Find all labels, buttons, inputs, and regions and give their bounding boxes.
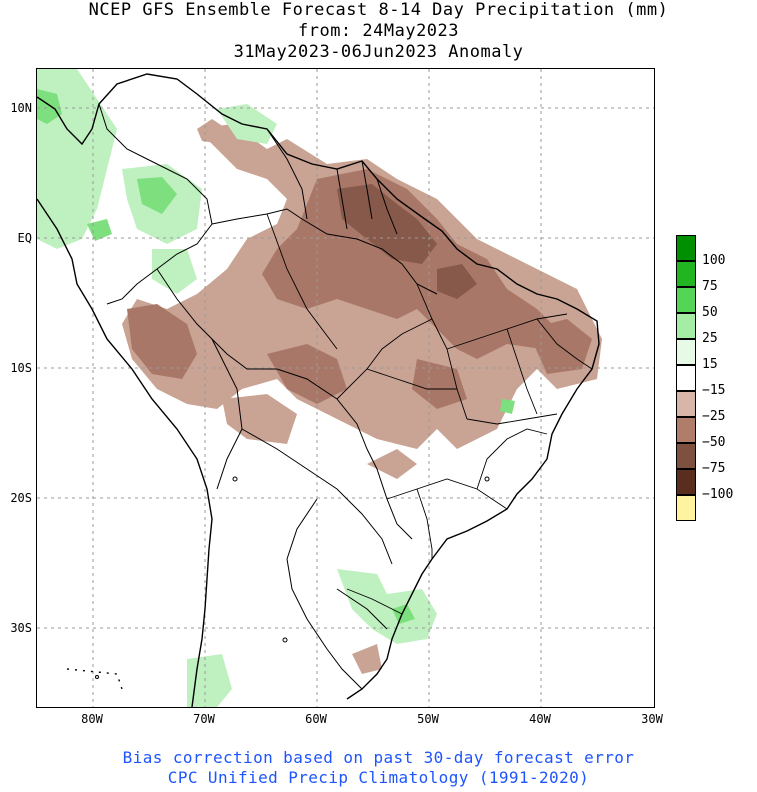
legend-swatch: [676, 469, 696, 495]
legend-label: −25: [702, 409, 726, 424]
lat-label-20s: 20S: [10, 491, 32, 505]
small-features: [95, 476, 490, 679]
lon-label-60w: 60W: [305, 712, 327, 726]
country-borders: [98, 103, 438, 690]
lon-label-40w: 40W: [529, 712, 551, 726]
lat-label-eq: EQ: [17, 231, 32, 245]
map-area: [36, 68, 655, 708]
legend-swatch: [676, 391, 696, 417]
legend-label: 50: [702, 305, 718, 320]
legend-label: 25: [702, 331, 718, 346]
state-borders: [266, 213, 593, 615]
footer-climatology-note: CPC Unified Precip Climatology (1991-202…: [167, 768, 590, 787]
legend-swatch: [676, 495, 696, 521]
legend-swatch: [676, 287, 696, 313]
legend-swatch: [676, 339, 696, 365]
map-subtitle-date: from: 24May2023: [297, 21, 460, 41]
legend-swatch: [676, 313, 696, 339]
lat-label-10n: 10N: [10, 101, 32, 115]
lat-label-30s: 30S: [10, 621, 32, 635]
map-title: NCEP GFS Ensemble Forecast 8-14 Day Prec…: [88, 0, 669, 20]
legend-swatch: [676, 443, 696, 469]
legend-label: 15: [702, 357, 718, 372]
legend-label: −50: [702, 435, 726, 450]
legend-label: 75: [702, 279, 718, 294]
lon-label-50w: 50W: [417, 712, 439, 726]
map-subtitle-period: 31May2023-06Jun2023 Anomaly: [233, 42, 524, 62]
lon-label-80w: 80W: [81, 712, 103, 726]
coastline: [37, 73, 600, 707]
legend-swatch: [676, 235, 696, 261]
lon-label-30w: 30W: [641, 712, 663, 726]
legend-label: 100: [702, 253, 726, 268]
legend-label: −75: [702, 461, 726, 476]
legend-label: −100: [702, 487, 734, 502]
lon-label-70w: 70W: [193, 712, 215, 726]
footer-bias-note: Bias correction based on past 30-day for…: [122, 748, 635, 767]
wet-anomaly-light: [37, 69, 437, 707]
legend-swatch: [676, 261, 696, 287]
legend-label: −15: [702, 383, 726, 398]
dry-anomaly-very-strong: [337, 184, 477, 299]
legend-swatch: [676, 365, 696, 391]
lat-label-10s: 10S: [10, 361, 32, 375]
legend-swatch: [676, 417, 696, 443]
map-svg: [37, 69, 654, 707]
dry-anomaly-strong: [127, 169, 592, 409]
